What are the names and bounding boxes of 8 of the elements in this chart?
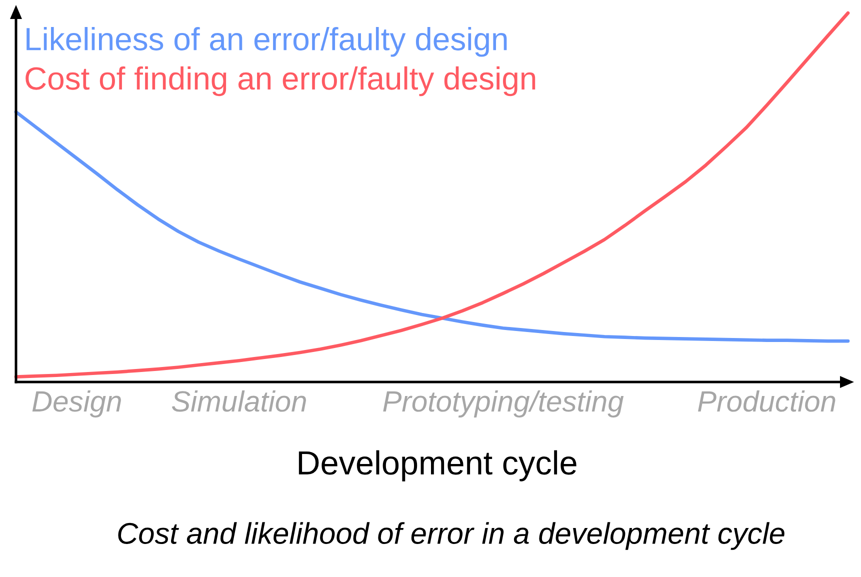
text: Cost and likelihood of error in a development cycle	[118, 522, 784, 550]
x-tick-label: Prototyping/testing	[383, 390, 624, 418]
x-tick-label: Simulation	[172, 390, 306, 412]
x-axis-title: Development cycle	[298, 450, 576, 482]
x-tick-label: Production	[698, 390, 836, 412]
text: Cost of finding an error/faulty design	[26, 66, 536, 96]
x-tick-label: Design	[32, 390, 121, 418]
series-label: Likeliness of an error/faulty design	[26, 27, 507, 57]
